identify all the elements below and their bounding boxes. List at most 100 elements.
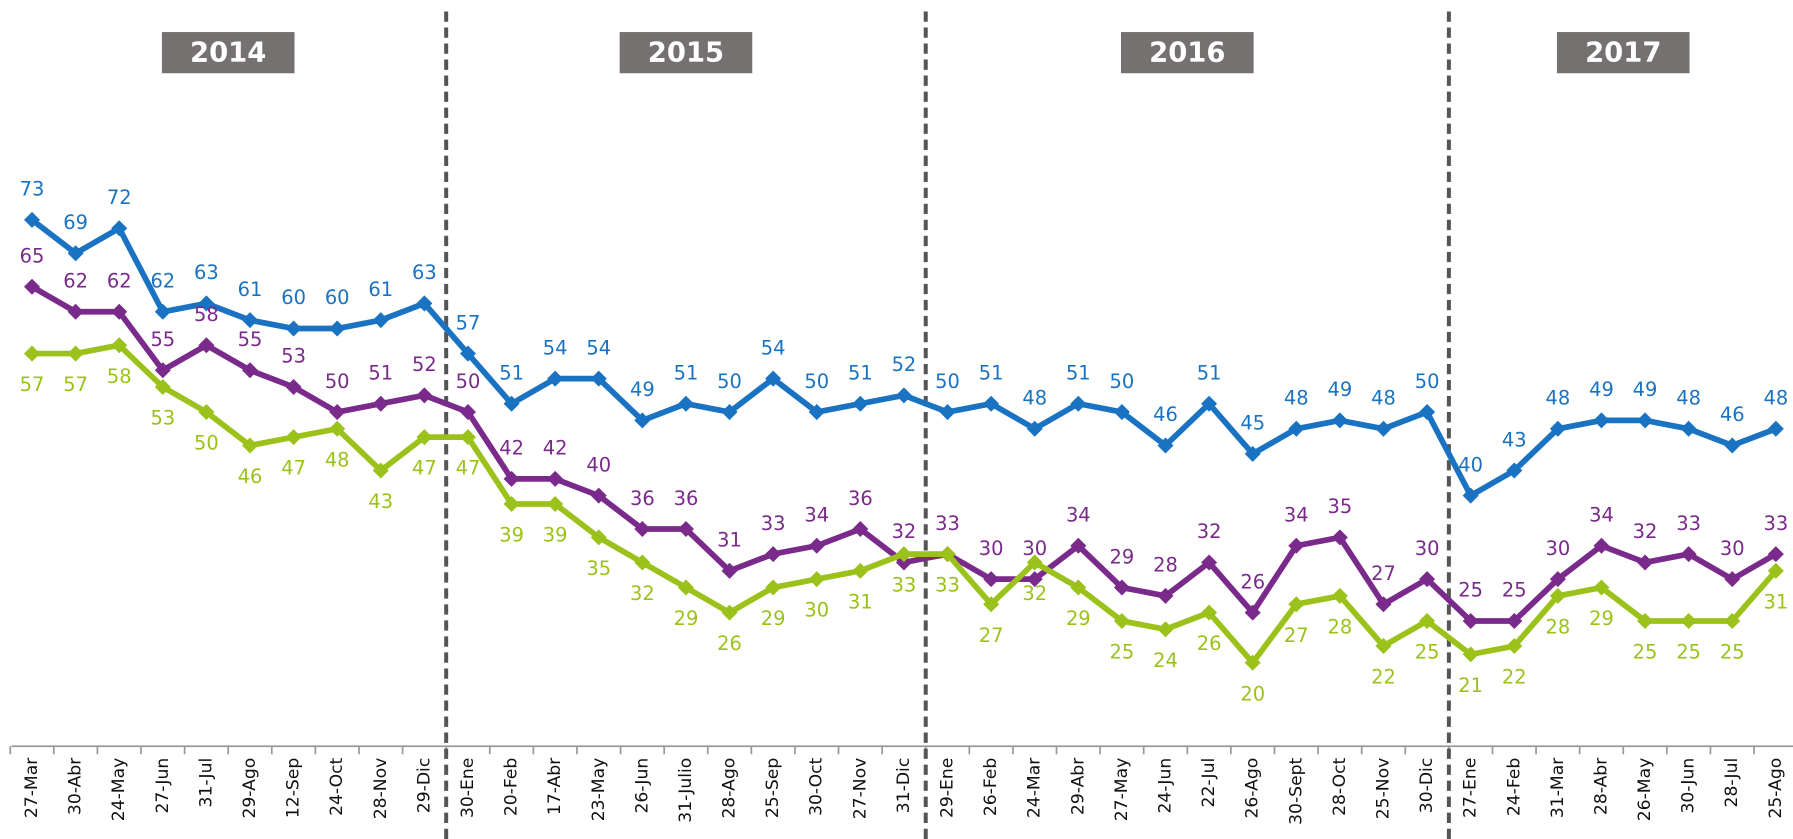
data-label: 30 [804, 599, 829, 622]
marker [634, 412, 651, 429]
data-label: 50 [804, 370, 829, 393]
marker [198, 337, 215, 354]
data-label: 33 [1676, 512, 1701, 535]
x-tick-label: 31-Mar [1548, 757, 1568, 818]
data-label: 25 [1502, 579, 1527, 602]
data-label: 31 [717, 529, 742, 552]
marker [1070, 579, 1087, 596]
data-label: 51 [368, 361, 393, 384]
year-label: 2015 [648, 37, 724, 68]
data-label: 53 [150, 407, 175, 430]
data-label: 51 [848, 361, 873, 384]
year-box [1556, 32, 1690, 74]
data-label: 34 [1284, 503, 1309, 526]
marker [416, 387, 433, 404]
marker [459, 345, 476, 362]
x-tick-label: 24-Oct [327, 757, 347, 815]
data-label: 57 [20, 373, 45, 396]
data-label: 25 [1110, 640, 1135, 663]
data-label: 61 [238, 278, 263, 301]
marker [765, 579, 782, 596]
marker [1244, 445, 1261, 462]
marker [677, 395, 694, 412]
data-label: 26 [1197, 632, 1222, 655]
data-label: 26 [717, 632, 742, 655]
data-label: 20 [1240, 682, 1265, 705]
data-label: 29 [761, 607, 786, 630]
data-label: 28 [1153, 554, 1178, 577]
x-tick-label: 30-Ene [458, 758, 478, 818]
data-label: 46 [1720, 403, 1745, 426]
data-label: 46 [1153, 403, 1178, 426]
data-label: 51 [1197, 361, 1222, 384]
marker [1637, 412, 1654, 429]
year-box [161, 32, 295, 74]
data-label: 49 [630, 378, 655, 401]
data-label: 60 [281, 286, 306, 309]
marker [1549, 587, 1566, 604]
data-label: 36 [848, 487, 873, 510]
data-label: 40 [586, 453, 611, 476]
data-label: 34 [1589, 503, 1614, 526]
marker [372, 462, 389, 479]
marker [808, 571, 825, 588]
x-tick-label: 24-Feb [1504, 758, 1524, 816]
x-tick-label: 28-Abr [1591, 757, 1611, 815]
marker [939, 404, 956, 421]
data-label: 47 [281, 457, 306, 480]
marker [1506, 638, 1523, 655]
marker [721, 404, 738, 421]
x-tick-label: 29-Ene [938, 758, 958, 818]
data-label: 27 [979, 624, 1004, 647]
data-label: 61 [368, 278, 393, 301]
data-label: 69 [63, 211, 88, 234]
data-label: 25 [1720, 640, 1745, 663]
x-tick-label: 25-Nov [1373, 758, 1393, 820]
data-label: 31 [1763, 590, 1788, 613]
data-label: 33 [1763, 512, 1788, 535]
marker [1331, 412, 1348, 429]
marker [983, 395, 1000, 412]
data-label: 42 [543, 437, 568, 460]
marker [416, 429, 433, 446]
data-label: 50 [1415, 370, 1440, 393]
marker [372, 395, 389, 412]
x-tick-label: 27-May [1112, 758, 1132, 822]
x-tick-label: 24-May [109, 758, 129, 822]
data-label: 55 [150, 328, 175, 351]
marker [1593, 412, 1610, 429]
x-tick-label: 27-Ene [1461, 758, 1481, 818]
data-label: 42 [499, 437, 524, 460]
data-label: 50 [717, 370, 742, 393]
marker [1375, 638, 1392, 655]
marker [983, 596, 1000, 613]
data-label: 29 [1110, 545, 1135, 568]
data-label: 48 [1284, 387, 1309, 410]
data-label: 36 [674, 487, 699, 510]
marker [1113, 579, 1130, 596]
data-label: 29 [674, 607, 699, 630]
data-label: 32 [1022, 582, 1047, 605]
x-tick-label: 24-Mar [1025, 757, 1045, 818]
data-label: 49 [1589, 378, 1614, 401]
data-label: 48 [1763, 387, 1788, 410]
data-label: 36 [630, 487, 655, 510]
data-label: 51 [1066, 361, 1091, 384]
data-label: 54 [543, 336, 568, 359]
marker [1593, 537, 1610, 554]
data-label: 51 [979, 361, 1004, 384]
data-label: 50 [1110, 370, 1135, 393]
data-label: 31 [848, 590, 873, 613]
marker [895, 546, 912, 563]
marker [634, 554, 651, 571]
marker [1113, 404, 1130, 421]
marker [1244, 654, 1261, 671]
data-label: 30 [979, 537, 1004, 560]
data-label: 57 [63, 373, 88, 396]
data-label: 63 [412, 261, 437, 284]
marker [852, 395, 869, 412]
data-label: 29 [1066, 607, 1091, 630]
x-tick-label: 28-Jul [1722, 758, 1742, 808]
data-label: 50 [456, 370, 481, 393]
data-label: 39 [499, 524, 524, 547]
